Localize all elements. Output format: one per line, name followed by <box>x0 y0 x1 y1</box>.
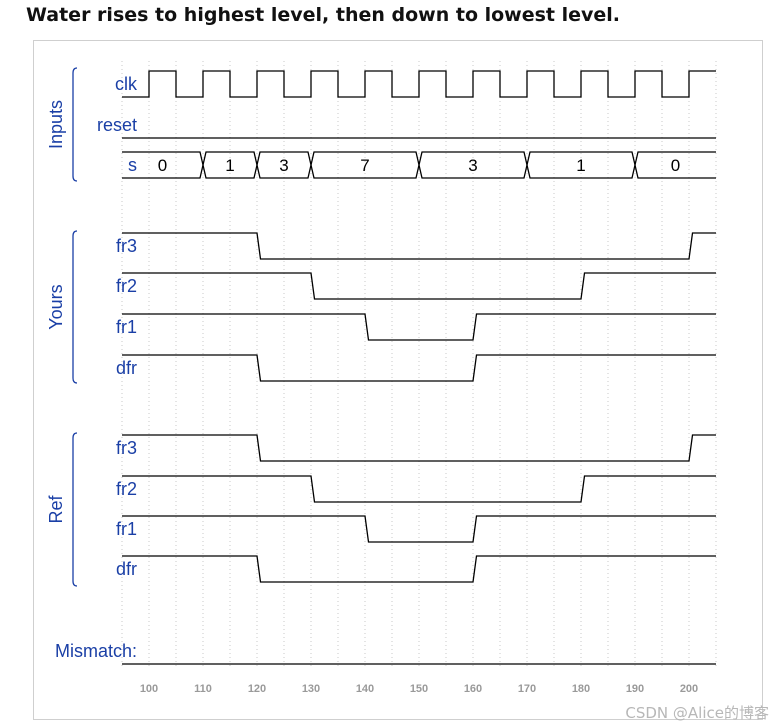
bus-value: 1 <box>225 156 234 175</box>
bus-value: 0 <box>671 156 680 175</box>
signal-label-s: s <box>128 155 137 175</box>
signal-label-mismatch: Mismatch: <box>55 641 137 661</box>
signal-label-yours-fr2: fr2 <box>116 276 137 296</box>
signal-label-reset: reset <box>97 115 137 135</box>
page-title: Water rises to highest level, then down … <box>26 4 621 26</box>
x-tick-label: 140 <box>356 683 374 695</box>
trace-ref-fr1 <box>122 515 716 543</box>
watermark: CSDN @Alice的博客 <box>625 704 769 722</box>
trace-yours-fr2 <box>122 272 716 300</box>
bus-segment <box>634 151 716 179</box>
signal-label-ref-dfr: dfr <box>116 559 137 579</box>
x-tick-label: 160 <box>464 683 482 695</box>
signal-label-ref-fr1: fr1 <box>116 519 137 539</box>
x-tick-label: 190 <box>626 683 644 695</box>
waveform-panel: 100 110 120 130 140 150 160 170 180 190 200 clk rese… <box>33 40 763 720</box>
x-tick-label: 150 <box>410 683 428 695</box>
trace-ref-fr3 <box>122 434 716 462</box>
x-tick-label: 100 <box>140 683 158 695</box>
group-bracket <box>72 432 78 587</box>
signal-label-yours-fr3: fr3 <box>116 236 137 256</box>
trace-yours-dfr <box>122 354 716 382</box>
bus-value: 3 <box>279 156 288 175</box>
bus-value: 0 <box>158 156 167 175</box>
bus-value: 1 <box>576 156 585 175</box>
group-label-inputs: Inputs <box>46 100 66 149</box>
bus-value: 3 <box>468 156 477 175</box>
x-tick-label: 120 <box>248 683 266 695</box>
x-tick-label: 200 <box>680 683 698 695</box>
signal-label-yours-dfr: dfr <box>116 358 137 378</box>
trace-clk <box>122 70 716 98</box>
trace-ref-fr2 <box>122 475 716 503</box>
group-label-yours: Yours <box>46 284 66 329</box>
trace-yours-fr1 <box>122 313 716 341</box>
signal-label-clk: clk <box>115 74 138 94</box>
trace-yours-fr3 <box>122 232 716 260</box>
x-tick-label: 180 <box>572 683 590 695</box>
trace-ref-dfr <box>122 555 716 583</box>
x-tick-label: 170 <box>518 683 536 695</box>
signal-label-ref-fr2: fr2 <box>116 479 137 499</box>
signal-label-yours-fr1: fr1 <box>116 317 137 337</box>
group-label-ref: Ref <box>46 494 66 523</box>
group-bracket <box>72 67 78 182</box>
group-bracket <box>72 230 78 384</box>
x-tick-label: 130 <box>302 683 320 695</box>
bus-value: 7 <box>360 156 369 175</box>
waveform-svg: 100 110 120 130 140 150 160 170 180 190 200clkrese… <box>46 61 717 695</box>
x-tick-label: 110 <box>194 683 212 695</box>
signal-label-ref-fr3: fr3 <box>116 438 137 458</box>
